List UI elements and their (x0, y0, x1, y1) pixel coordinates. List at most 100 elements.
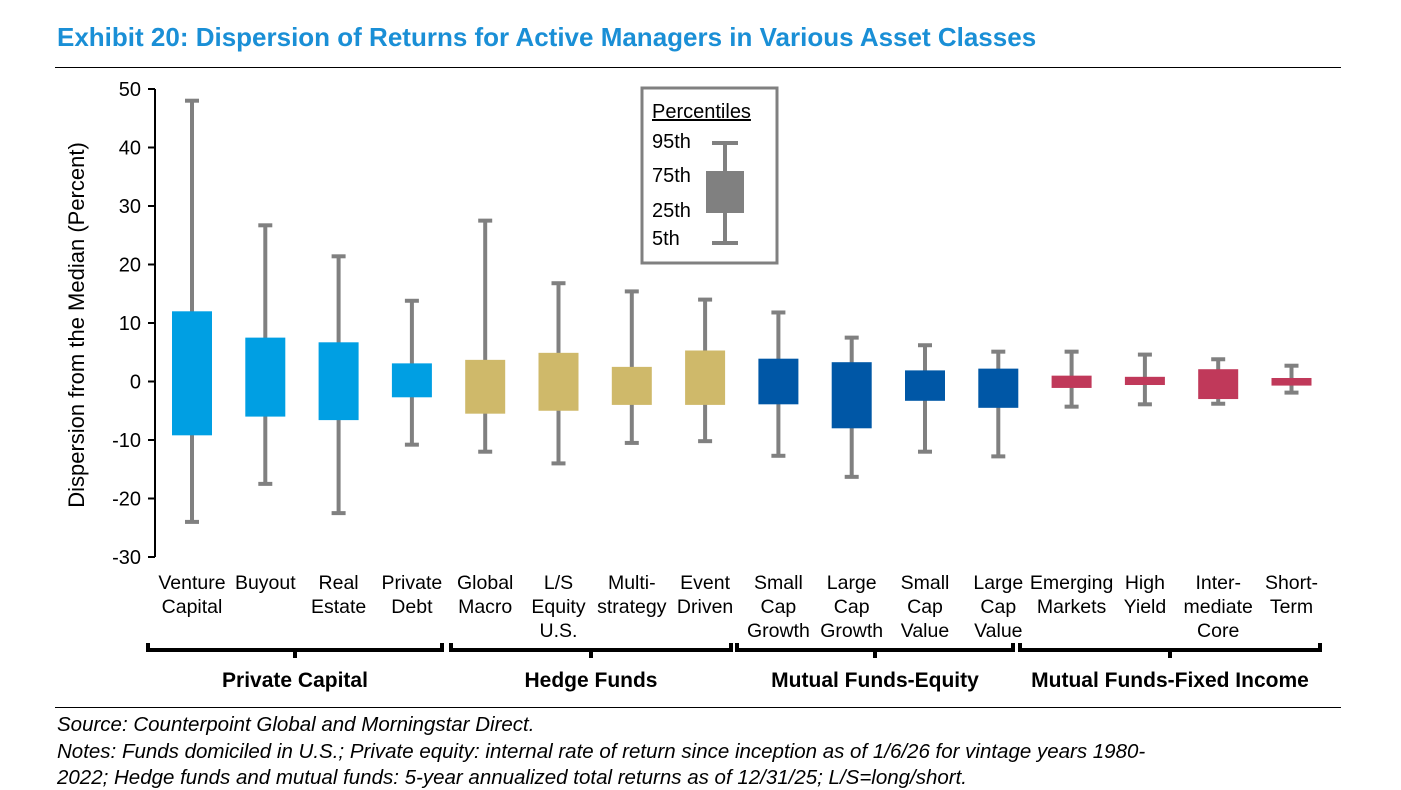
box-14 (1198, 357, 1239, 406)
category-label: Capital (162, 596, 223, 618)
box-4 (465, 218, 506, 454)
source-note: Source: Counterpoint Global and Mornings… (57, 713, 535, 736)
category-label: Small (754, 572, 803, 594)
box-2 (318, 254, 359, 516)
bracket-equity (735, 643, 1015, 652)
title-divider (55, 67, 1341, 68)
category-label: Cap (834, 596, 870, 618)
boxes (172, 98, 1312, 524)
box-7 (685, 297, 726, 444)
y-tick-label: 30 (119, 196, 141, 218)
box-12 (1051, 349, 1092, 409)
box-3 (391, 298, 432, 447)
box-iqr (465, 359, 506, 414)
category-label: Driven (677, 596, 733, 618)
legend-box (706, 171, 744, 213)
category-label: Short- (1265, 572, 1318, 594)
box-iqr (905, 370, 945, 401)
category-label: Venture (158, 572, 225, 594)
category-label: Value (901, 620, 949, 642)
category-label: Large (973, 572, 1023, 594)
box-8 (758, 310, 799, 458)
category-label: Global (457, 572, 513, 594)
group-brackets: Private Capital Hedge Funds Mutual Funds-E… (146, 643, 1322, 692)
box-1 (245, 223, 286, 486)
category-label: L/S (544, 572, 573, 594)
footer-divider (55, 707, 1341, 708)
category-label: High (1125, 572, 1165, 594)
category-label: strategy (597, 596, 667, 618)
box-iqr (1271, 377, 1312, 386)
category-label: Yield (1124, 596, 1167, 618)
box-6 (611, 289, 652, 445)
bracket-hedge_funds (449, 643, 733, 652)
category-label: Term (1270, 596, 1313, 618)
y-axis-label: Dispersion from the Median (Percent) (64, 142, 89, 508)
box-iqr (1198, 369, 1239, 400)
box-iqr (538, 352, 579, 411)
category-label: Private (382, 572, 443, 594)
box-iqr (758, 358, 799, 405)
category-label: mediate (1184, 596, 1253, 618)
category-label: U.S. (540, 620, 578, 642)
category-label: Equity (531, 596, 585, 618)
y-tick-label: 50 (119, 79, 141, 101)
category-label: Core (1197, 620, 1239, 642)
group-label: Mutual Funds-Fixed Income (1031, 669, 1309, 692)
box-iqr (611, 366, 652, 405)
legend: Percentiles 95th 75th 25th 5th (640, 86, 779, 265)
y-tick-label: 20 (119, 255, 141, 277)
category-label: Markets (1037, 596, 1107, 618)
y-tick-label: -10 (112, 430, 141, 452)
legend-label: 75th (652, 165, 691, 187)
category-label: Value (974, 620, 1022, 642)
group-label: Mutual Funds-Equity (771, 669, 979, 692)
category-label: Buyout (235, 572, 296, 594)
box-0 (172, 98, 212, 524)
category-label: Real (319, 572, 359, 594)
category-label: Emerging (1030, 572, 1113, 594)
chart-title: Exhibit 20: Dispersion of Returns for Ac… (57, 22, 1037, 52)
bracket-private_capital (146, 643, 444, 652)
axes: 50 40 30 20 10 0 -10 -20 -30 Dispersion from the … (64, 79, 156, 569)
box-11 (978, 349, 1019, 459)
group-label: Private Capital (222, 669, 368, 692)
y-tick-label: 40 (119, 138, 141, 160)
box-13 (1124, 352, 1165, 407)
category-label: Cap (907, 596, 943, 618)
category-label: Inter- (1195, 572, 1241, 594)
box-iqr (391, 363, 432, 398)
notes-line-2: 2022; Hedge funds and mutual funds: 5-ye… (57, 766, 968, 789)
box-15 (1271, 363, 1312, 395)
box-iqr (685, 350, 726, 405)
category-label: Growth (747, 620, 810, 642)
notes-line-1: Notes: Funds domiciled in U.S.; Private … (57, 740, 1146, 763)
category-label: Multi- (608, 572, 656, 594)
box-iqr (1051, 375, 1092, 388)
category-label: Debt (391, 596, 433, 618)
box-iqr (831, 362, 872, 429)
box-iqr (245, 337, 286, 417)
box-iqr (1124, 376, 1165, 386)
category-label: Small (901, 572, 950, 594)
group-label: Hedge Funds (524, 669, 657, 692)
category-label: Cap (980, 596, 1016, 618)
box-9 (831, 335, 872, 479)
box-iqr (318, 342, 359, 421)
boxplot-chart: 50 40 30 20 10 0 -10 -20 -30 Dispersion from the … (64, 79, 1322, 692)
y-tick-label: 10 (119, 313, 141, 335)
category-label: Large (827, 572, 877, 594)
box-iqr (978, 368, 1019, 408)
y-tick-label: -20 (112, 489, 141, 511)
category-label: Event (680, 572, 730, 594)
legend-label: 25th (652, 200, 691, 222)
category-label: Estate (311, 596, 366, 618)
y-tick-label: -30 (112, 547, 141, 569)
legend-label: 95th (652, 131, 691, 153)
bracket-fixed_income (1018, 643, 1322, 652)
box-10 (905, 343, 945, 454)
box-iqr (172, 311, 212, 436)
category-label: Cap (761, 596, 797, 618)
box-5 (538, 281, 579, 466)
